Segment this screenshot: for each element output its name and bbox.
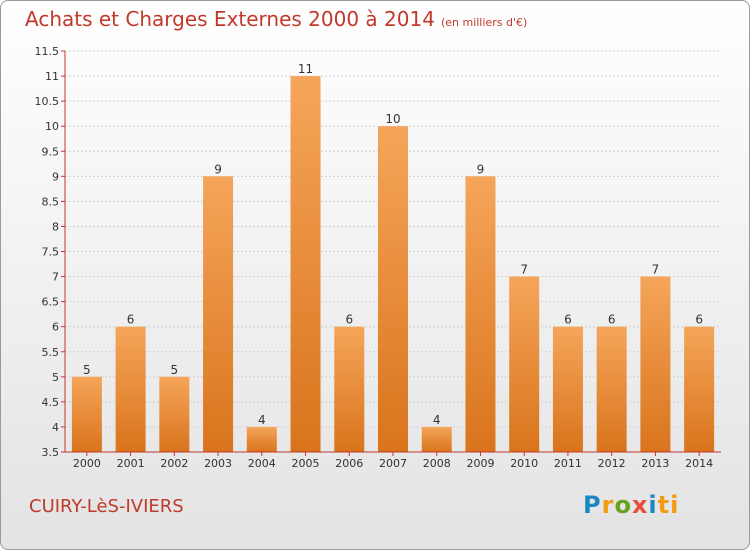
value-labels: 5 6 5 9 4 11 6 10 4 9 7 6 6 7 6 bbox=[83, 62, 703, 427]
value-label: 7 bbox=[520, 263, 528, 277]
y-tick-label: 6 bbox=[52, 321, 59, 334]
bar-2012 bbox=[596, 326, 627, 452]
bar-2009 bbox=[465, 176, 496, 452]
y-tick-label: 4 bbox=[52, 421, 59, 434]
value-label: 6 bbox=[564, 313, 572, 327]
y-tick-label: 10.5 bbox=[35, 95, 60, 108]
value-label: 7 bbox=[652, 263, 660, 277]
y-tick-label: 5.5 bbox=[42, 346, 60, 359]
y-tick-label: 9.5 bbox=[42, 145, 60, 158]
x-tick-label: 2005 bbox=[292, 457, 320, 470]
bar-2005 bbox=[290, 76, 321, 452]
value-label: 11 bbox=[298, 62, 313, 76]
x-tick-label: 2007 bbox=[379, 457, 407, 470]
y-tick-label: 5 bbox=[52, 371, 59, 384]
bar-2014 bbox=[684, 326, 715, 452]
bar-2002 bbox=[159, 376, 190, 452]
x-tick-label: 2001 bbox=[117, 457, 145, 470]
bar-2003 bbox=[203, 176, 234, 452]
value-label: 6 bbox=[345, 313, 353, 327]
y-tick-label: 4.5 bbox=[42, 396, 60, 409]
value-label: 6 bbox=[695, 313, 703, 327]
value-label: 5 bbox=[83, 363, 91, 377]
value-label: 9 bbox=[214, 162, 222, 176]
y-tick-label: 7.5 bbox=[42, 246, 60, 259]
bar-2006 bbox=[334, 326, 365, 452]
y-tick-label: 9 bbox=[52, 170, 59, 183]
y-tick-label: 10 bbox=[45, 120, 59, 133]
bar-2004 bbox=[246, 426, 277, 452]
x-tick-label: 2011 bbox=[554, 457, 582, 470]
y-tick-label: 11.5 bbox=[35, 45, 60, 58]
value-label: 4 bbox=[258, 413, 266, 427]
x-tick-label: 2004 bbox=[248, 457, 276, 470]
title-text: Achats et Charges Externes 2000 à 2014 bbox=[25, 7, 435, 31]
value-label: 6 bbox=[608, 313, 616, 327]
bar-2001 bbox=[115, 326, 146, 452]
bar-2010 bbox=[509, 276, 540, 452]
chart-title: Achats et Charges Externes 2000 à 2014 (e… bbox=[25, 7, 527, 31]
x-tick-label: 2008 bbox=[423, 457, 451, 470]
y-tick-label: 11 bbox=[45, 70, 59, 83]
y-tick-label: 6.5 bbox=[42, 296, 60, 309]
bar-2008 bbox=[421, 426, 452, 452]
bars bbox=[71, 76, 715, 452]
x-tick-label: 2002 bbox=[160, 457, 188, 470]
x-tick-label: 2009 bbox=[466, 457, 494, 470]
y-tick-label: 7 bbox=[52, 271, 59, 284]
town-name: CUIRY-LèS-IVIERS bbox=[29, 496, 184, 517]
x-tick-label: 2006 bbox=[335, 457, 363, 470]
proxiti-logo: Proxiti bbox=[583, 491, 680, 519]
value-label: 6 bbox=[127, 313, 135, 327]
y-tick-label: 8 bbox=[52, 220, 59, 233]
unit-label: (en milliers d'€) bbox=[440, 16, 528, 29]
bar-2013 bbox=[640, 276, 671, 452]
value-label: 5 bbox=[171, 363, 179, 377]
x-tick-label: 2012 bbox=[598, 457, 626, 470]
y-tick-label: 3.5 bbox=[42, 446, 60, 459]
bar-2000 bbox=[71, 376, 102, 452]
bar-2007 bbox=[378, 126, 408, 452]
x-tick-label: 2010 bbox=[510, 457, 538, 470]
x-tick-label: 2003 bbox=[204, 457, 232, 470]
axes: 3.5 4 4.5 5 5.5 6 6.5 7 7.5 8 8.5 9 9.5 10 10.5 11 11.5 2… bbox=[35, 45, 721, 470]
y-tick-label: 8.5 bbox=[42, 195, 60, 208]
x-tick-label: 2000 bbox=[73, 457, 101, 470]
x-tick-label: 2014 bbox=[685, 457, 713, 470]
value-label: 10 bbox=[385, 112, 400, 126]
x-tick-label: 2013 bbox=[641, 457, 669, 470]
value-label: 4 bbox=[433, 413, 441, 427]
value-label: 9 bbox=[477, 162, 485, 176]
bar-2011 bbox=[552, 326, 583, 452]
